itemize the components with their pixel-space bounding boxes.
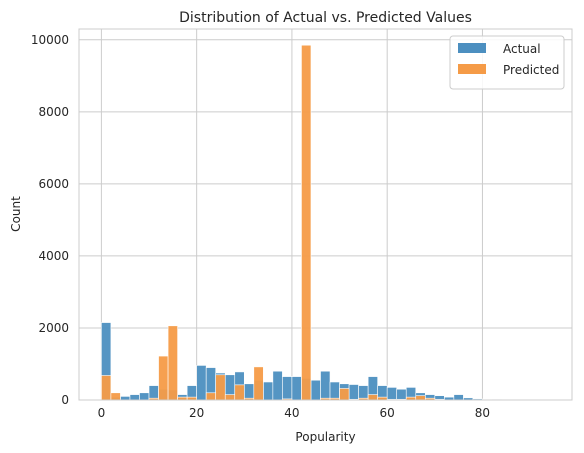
plot-frame xyxy=(78,28,573,401)
y-tick-label: 2000 xyxy=(38,321,69,335)
y-tick-label: 6000 xyxy=(38,177,69,191)
bar-actual xyxy=(320,370,331,401)
bar-actual xyxy=(129,394,140,401)
bar-actual xyxy=(139,392,150,401)
x-tick-label: 60 xyxy=(380,406,395,420)
bar-predicted xyxy=(110,392,121,401)
x-tick-label: 40 xyxy=(284,406,299,420)
bar-predicted xyxy=(234,384,245,401)
x-tick-label: 0 xyxy=(98,406,106,420)
y-tick-label: 0 xyxy=(61,393,69,407)
bar-predicted xyxy=(224,394,236,401)
bar-predicted xyxy=(158,355,169,401)
bar-actual xyxy=(291,376,302,401)
bar-predicted xyxy=(415,395,426,401)
x-tick-labels: 0 20 40 60 80 xyxy=(98,406,491,420)
bar-actual xyxy=(348,384,359,401)
bar-predicted xyxy=(339,388,350,401)
legend-label-predicted: Predicted xyxy=(503,63,559,77)
bar-actual xyxy=(272,370,283,401)
bar-actual xyxy=(329,381,340,401)
y-tick-label: 8000 xyxy=(38,105,69,119)
plot-area xyxy=(79,29,572,400)
bar-actual xyxy=(196,365,207,401)
y-tick-label: 4000 xyxy=(38,249,69,263)
x-axis-label: Popularity xyxy=(295,430,355,444)
y-tick-labels: 0 2000 4000 6000 8000 10000 xyxy=(31,33,69,407)
bar-actual xyxy=(282,376,293,401)
bar-actual xyxy=(386,387,398,401)
bar-predicted xyxy=(215,374,226,401)
bar-actual xyxy=(310,379,321,401)
bar-predicted xyxy=(301,44,312,401)
x-tick-label: 20 xyxy=(189,406,204,420)
y-tick-label: 10000 xyxy=(31,33,69,47)
legend-swatch-actual xyxy=(458,43,486,53)
bar-actual xyxy=(120,396,131,401)
bar-predicted xyxy=(205,392,217,401)
x-tick-label: 80 xyxy=(475,406,490,420)
bar-actual xyxy=(148,385,159,401)
bar-actual xyxy=(453,394,464,401)
chart-title: Distribution of Actual vs. Predicted Val… xyxy=(179,10,472,26)
bar-actual xyxy=(243,383,255,401)
bar-predicted xyxy=(253,366,264,401)
bar-actual xyxy=(358,385,369,401)
legend-label-actual: Actual xyxy=(503,42,541,56)
bar-predicted xyxy=(167,325,178,401)
bar-predicted xyxy=(101,375,112,401)
legend: Actual Predicted xyxy=(449,35,565,90)
bar-actual xyxy=(396,388,407,401)
y-axis-label: Count xyxy=(9,196,23,232)
legend-swatch-predicted xyxy=(458,64,486,74)
bar-predicted xyxy=(367,394,378,401)
bar-actual xyxy=(263,381,274,401)
